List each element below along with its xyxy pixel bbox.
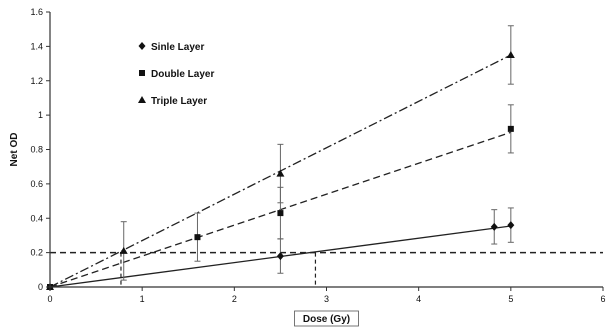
x-tick-label: 3 xyxy=(324,294,329,304)
y-tick-label: 0.2 xyxy=(30,248,43,258)
y-axis-title: Net OD xyxy=(9,133,20,167)
x-axis-title-box xyxy=(294,310,359,327)
data-point xyxy=(276,169,285,177)
data-point xyxy=(490,222,498,231)
x-tick-label: 1 xyxy=(140,294,145,304)
legend: Sinle Layer Double Layer Triple Layer xyxy=(138,42,214,107)
legend-label: Double Layer xyxy=(151,69,214,80)
data-point xyxy=(507,221,515,230)
legend-marker xyxy=(139,70,145,76)
y-tick-label: 1.4 xyxy=(30,41,43,51)
y-tick-label: 0.8 xyxy=(30,145,43,155)
y-tick-label: 0 xyxy=(38,282,43,292)
data-point xyxy=(194,234,201,241)
legend-marker xyxy=(138,96,146,103)
data-point xyxy=(507,125,514,132)
x-tick-label: 6 xyxy=(600,294,605,304)
x-tick-label: 4 xyxy=(416,294,421,304)
x-tick-label: 5 xyxy=(508,294,513,304)
data-point xyxy=(276,252,284,261)
y-tick-label: 0.4 xyxy=(30,213,43,223)
data-point xyxy=(277,210,284,217)
data-points xyxy=(46,50,515,291)
legend-label: Triple Layer xyxy=(151,96,207,107)
x-tick-label: 0 xyxy=(47,294,52,304)
y-tick-label: 1 xyxy=(38,110,43,120)
data-point xyxy=(506,50,515,58)
axes: 0 0.2 0.4 0.6 0.8 1 1.2 1.4 1.6 0 1 2 3 4 5 6 xyxy=(30,7,605,304)
axis-titles: Dose (Gy) Net OD xyxy=(9,133,359,327)
data-point xyxy=(119,246,128,254)
legend-marker xyxy=(138,42,146,50)
y-tick-label: 1.6 xyxy=(30,7,43,17)
y-tick-label: 1.2 xyxy=(30,76,43,86)
x-tick-label: 2 xyxy=(232,294,237,304)
y-tick-label: 0.6 xyxy=(30,179,43,189)
legend-label: Sinle Layer xyxy=(151,42,204,53)
threshold-lines xyxy=(50,251,603,287)
x-axis-title: Dose (Gy) xyxy=(303,314,350,325)
